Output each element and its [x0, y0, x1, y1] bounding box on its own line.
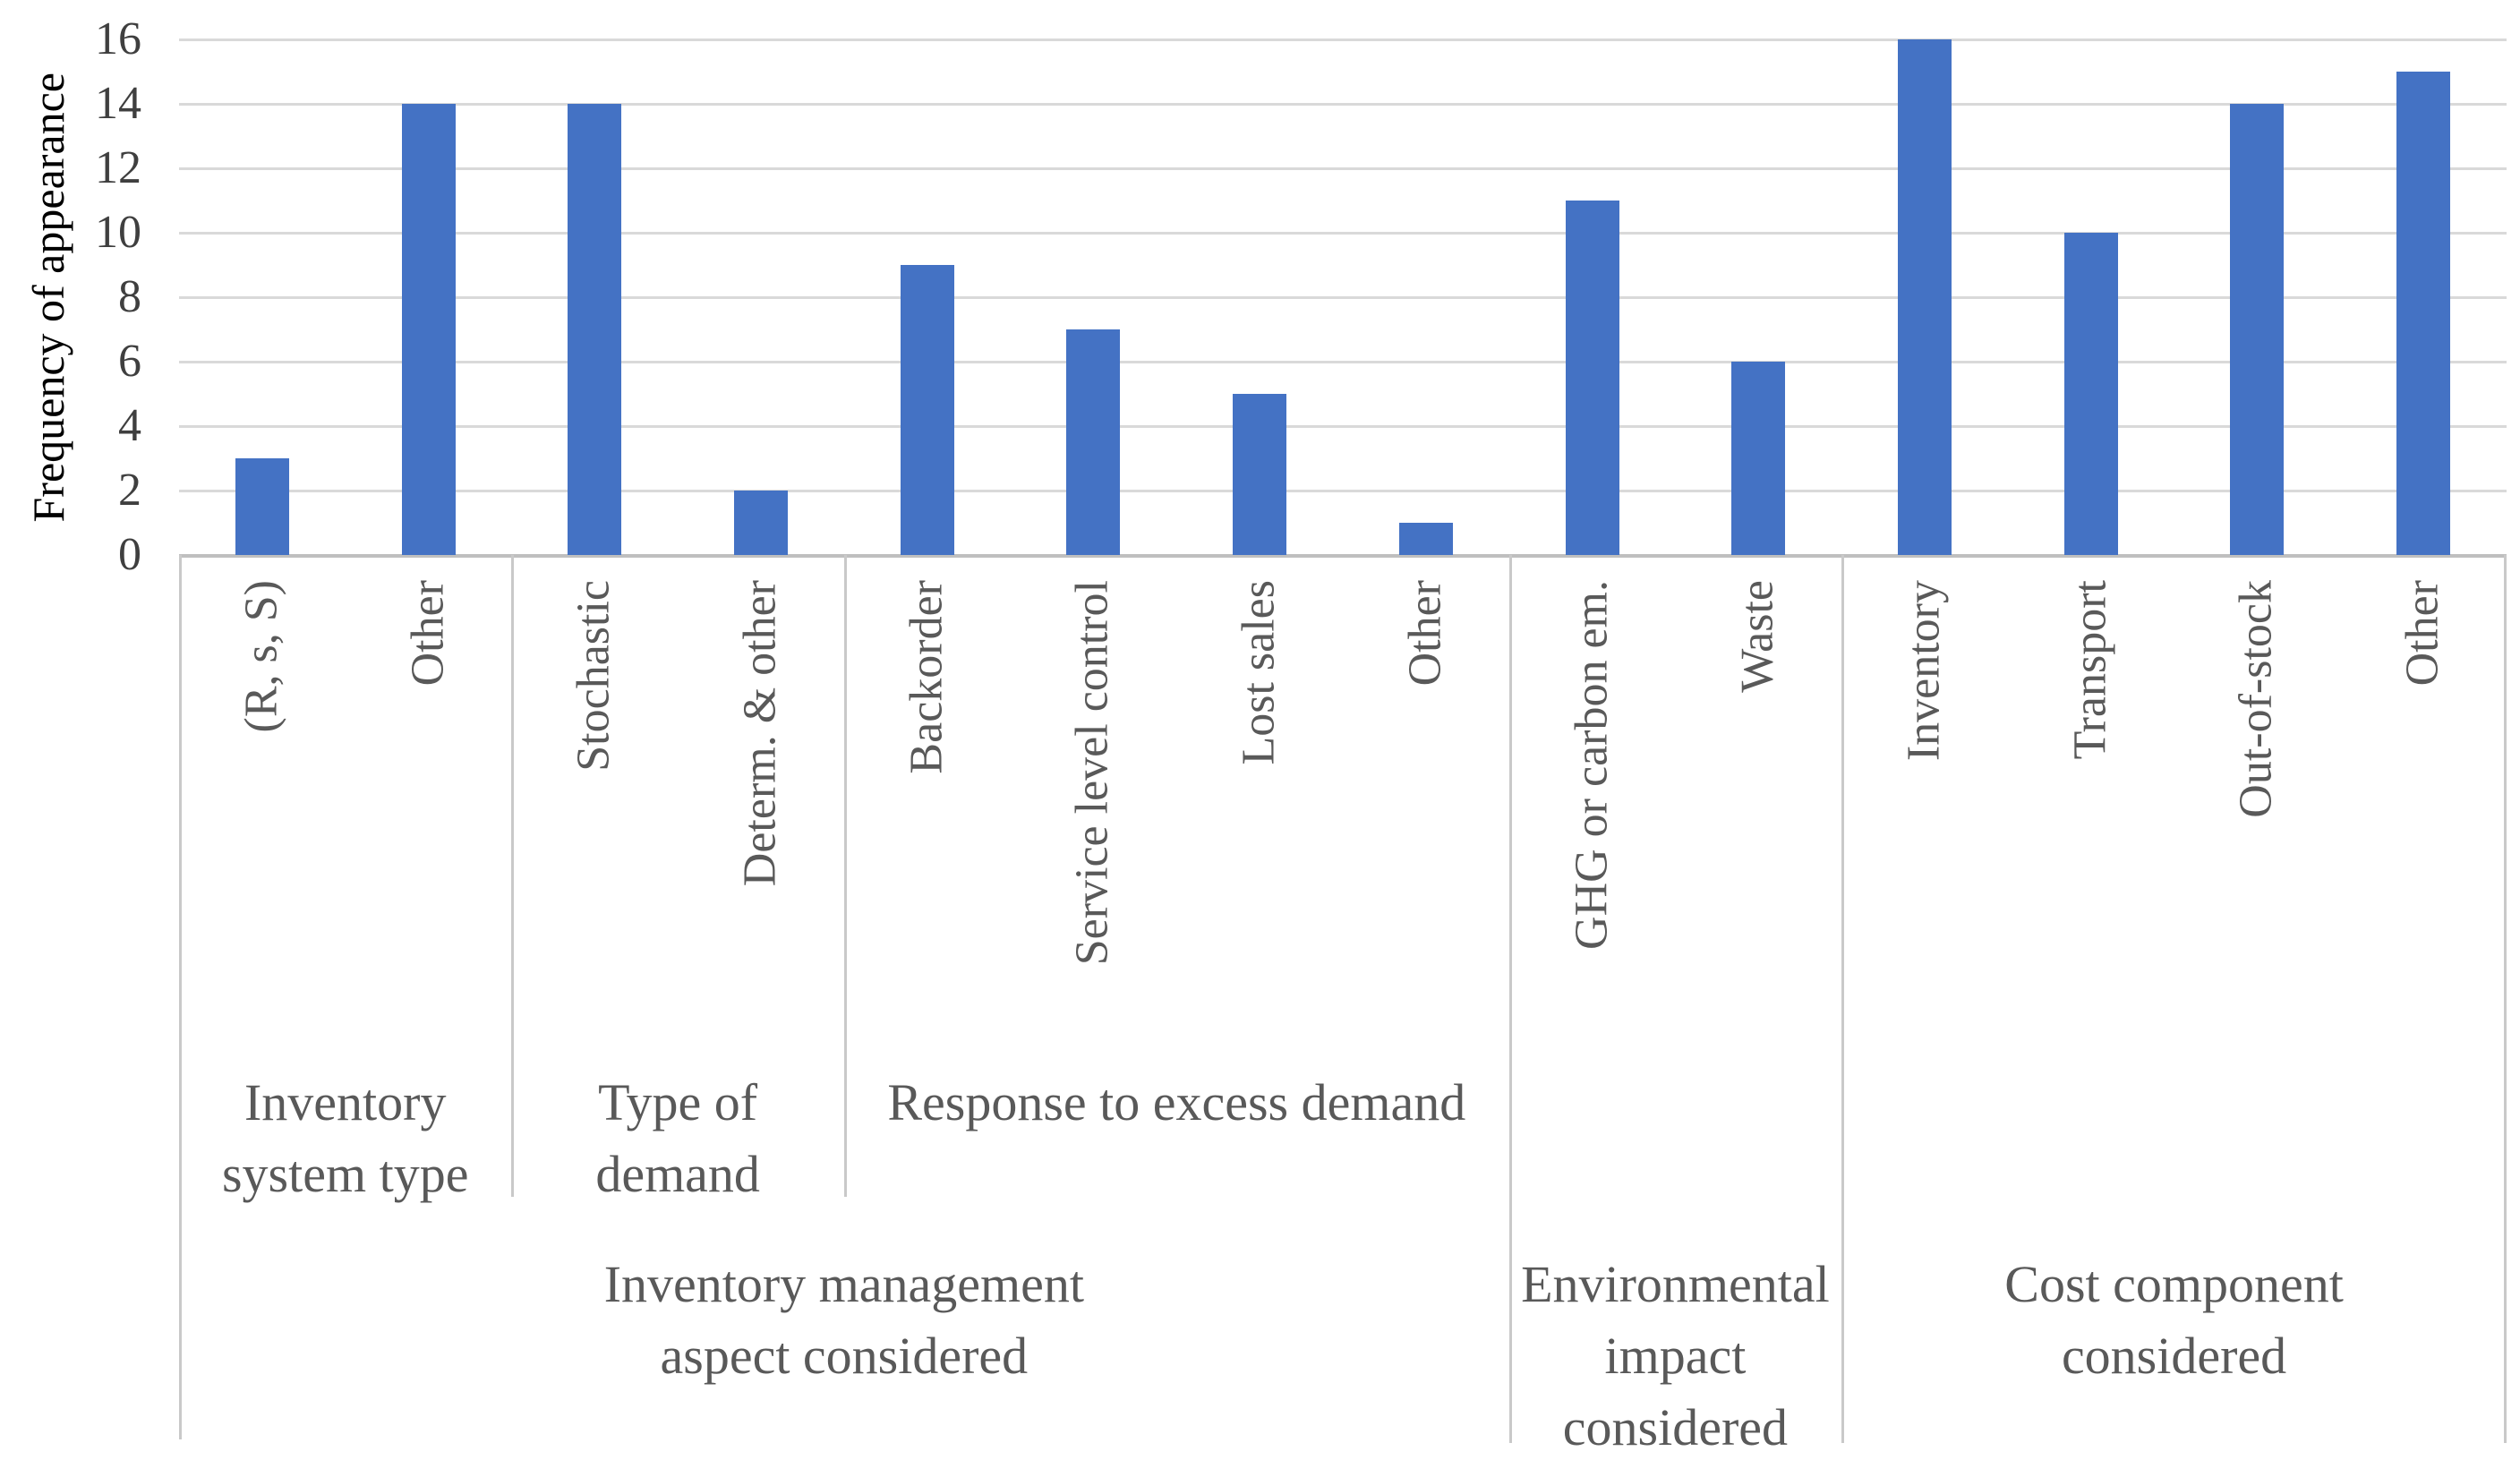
group-label-line: Cost component: [2004, 1255, 2344, 1313]
bar: [568, 104, 622, 555]
category-label: Other: [1399, 580, 1451, 687]
category-supergroup-label: Inventory management aspect considered: [179, 1249, 1509, 1392]
category-label: (R, s, S): [235, 580, 287, 733]
bar: [2063, 233, 2118, 555]
gridline: [179, 232, 2507, 235]
category-label: Out-of-stock: [2231, 580, 2283, 818]
category-label: Stochastic: [568, 580, 619, 772]
gridline: [179, 38, 2507, 41]
bar: [1398, 523, 1453, 555]
group-label-line: Inventory: [243, 1073, 447, 1131]
category-label: Other: [402, 580, 454, 687]
category-group-divider: [511, 555, 515, 1197]
x-axis-line: [179, 554, 2507, 558]
bar: [1233, 394, 1287, 555]
y-tick-label: 12: [95, 142, 141, 193]
category-group-divider: [2504, 555, 2507, 1443]
category-group-divider: [843, 555, 847, 1197]
category-group-label: Type of demand: [511, 1067, 843, 1210]
bar: [900, 265, 954, 555]
bar: [1565, 201, 1619, 555]
group-label-line: system type: [221, 1145, 469, 1203]
category-group-label: Inventory system type: [179, 1067, 511, 1210]
category-label: Service level control: [1067, 580, 1119, 966]
group-label-line: considered: [1562, 1398, 1789, 1456]
gridline: [179, 490, 2507, 492]
y-tick-label: 4: [118, 400, 141, 451]
category-label: Transport: [2064, 580, 2116, 760]
category-label: Waste: [1731, 580, 1783, 693]
bar: [401, 104, 456, 555]
group-label-line: impact: [1604, 1327, 1747, 1385]
gridline: [179, 296, 2507, 299]
category-label: Other: [2396, 580, 2448, 687]
group-label-line: Inventory management: [603, 1255, 1084, 1313]
y-tick-label: 10: [95, 207, 141, 258]
category-group-divider: [1841, 555, 1845, 1443]
bar: [734, 491, 788, 555]
group-label-line: considered: [2061, 1327, 2287, 1385]
bar: [1898, 39, 1952, 555]
group-label-line: Response to excess demand: [887, 1073, 1466, 1131]
bar: [1066, 329, 1121, 555]
category-supergroup-label: Environmental impact considered: [1509, 1249, 1841, 1460]
category-label: Backorder: [901, 580, 952, 774]
category-group-divider: [179, 555, 182, 1439]
gridline: [179, 361, 2507, 363]
y-tick-label: 2: [118, 465, 141, 516]
bar: [2396, 72, 2451, 555]
gridline: [179, 103, 2507, 106]
category-supergroup-label: Cost component considered: [1841, 1249, 2507, 1392]
category-label: GHG or carbon em.: [1566, 580, 1618, 950]
gridline: [179, 167, 2507, 170]
gridline: [179, 425, 2507, 428]
y-tick-label: 14: [95, 78, 141, 129]
y-tick-label: 6: [118, 336, 141, 387]
group-label-line: aspect considered: [660, 1327, 1029, 1385]
y-tick-label: 8: [118, 271, 141, 322]
category-label: Inventory: [1898, 580, 1950, 762]
group-label-line: Environmental: [1521, 1255, 1830, 1313]
category-label: Lost sales: [1233, 580, 1285, 765]
y-tick-label: 0: [118, 529, 141, 580]
bar: [1731, 362, 1786, 555]
bar: [2230, 104, 2285, 555]
bar: [235, 458, 289, 555]
category-group-label: Response to excess demand: [844, 1067, 1509, 1139]
y-tick-label: 16: [95, 13, 141, 64]
category-label: Determ. & other: [734, 580, 786, 887]
group-label-line: demand: [595, 1145, 760, 1203]
category-group-divider: [1508, 555, 1512, 1443]
group-label-line: Type of: [598, 1073, 758, 1131]
